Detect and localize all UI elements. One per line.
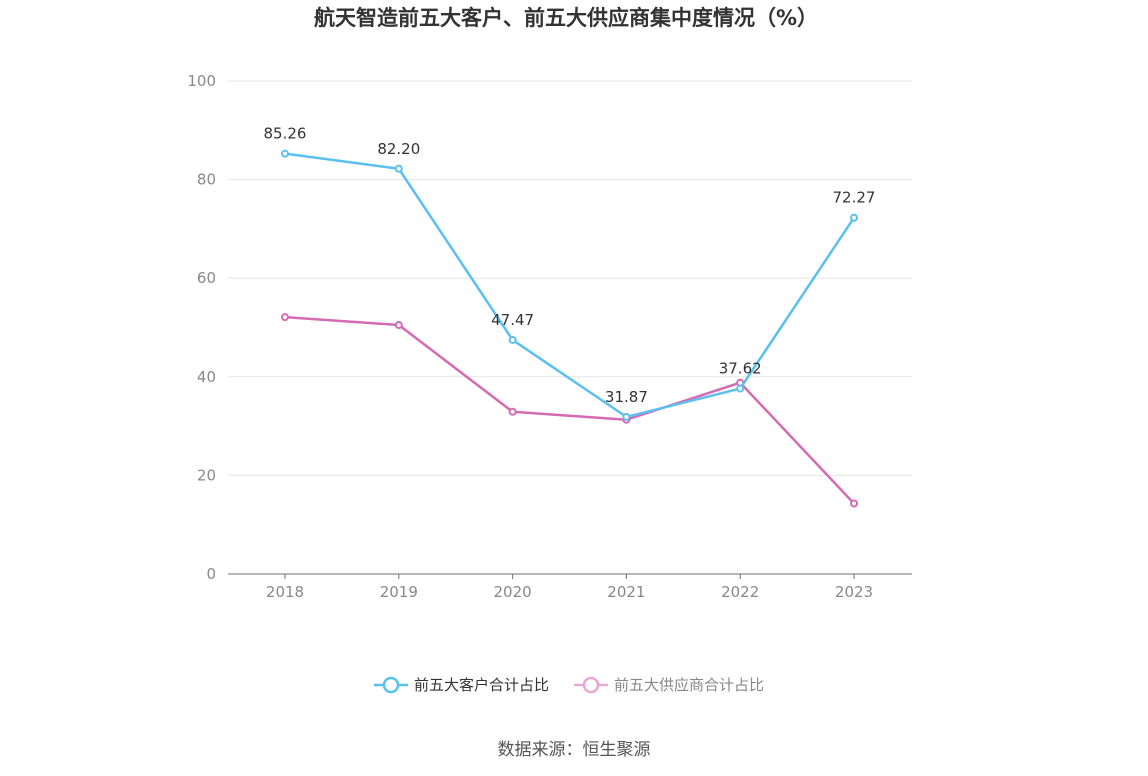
data-point xyxy=(850,213,858,222)
x-tick-label: 2023 xyxy=(835,583,873,601)
chart-title: 航天智造前五大客户、前五大供应商集中度情况（%） xyxy=(314,6,818,30)
data-point xyxy=(850,499,858,508)
data-label: 37.62 xyxy=(719,360,762,378)
y-tick-label: 100 xyxy=(187,72,216,90)
data-labels: 85.26 82.20 47.47 31.87 37.62 72.27 xyxy=(264,125,876,406)
data-point xyxy=(508,407,517,416)
data-point xyxy=(622,412,631,421)
y-tick-label: 0 xyxy=(206,565,216,583)
data-point xyxy=(394,164,403,173)
x-tick-label: 2022 xyxy=(721,583,759,601)
x-tick-label: 2019 xyxy=(380,583,418,601)
y-tick-label: 80 xyxy=(197,171,216,189)
y-tick-label: 40 xyxy=(197,368,216,386)
data-label: 47.47 xyxy=(491,311,534,329)
legend-item-supplier[interactable]: 前五大供应商合计占比 xyxy=(574,676,764,694)
x-tick-label: 2018 xyxy=(266,583,304,601)
legend[interactable]: 前五大客户合计占比 前五大供应商合计占比 xyxy=(374,676,764,694)
x-axis-ticks: 2018 2019 2020 2021 2022 2023 xyxy=(266,574,873,601)
data-label: 31.87 xyxy=(605,388,648,406)
data-point xyxy=(394,321,403,330)
legend-marker-icon xyxy=(382,676,400,694)
data-point xyxy=(508,335,517,344)
x-tick-label: 2021 xyxy=(607,583,645,601)
series-customer xyxy=(281,149,858,421)
data-point xyxy=(281,149,289,158)
data-label: 85.26 xyxy=(264,125,307,143)
series-line xyxy=(284,152,856,419)
y-tick-label: 20 xyxy=(197,466,216,484)
legend-label: 前五大供应商合计占比 xyxy=(614,676,764,694)
data-point xyxy=(281,313,289,322)
y-axis-ticks: 0 20 40 60 80 100 xyxy=(187,72,216,583)
data-label: 82.20 xyxy=(377,140,420,158)
y-tick-label: 60 xyxy=(197,269,216,287)
grid-lines xyxy=(228,80,912,476)
data-label: 72.27 xyxy=(833,189,876,207)
legend-label: 前五大客户合计占比 xyxy=(414,676,549,694)
data-point xyxy=(736,384,745,393)
legend-marker-icon xyxy=(582,676,600,694)
x-tick-label: 2020 xyxy=(494,583,532,601)
series-line xyxy=(284,315,855,505)
legend-item-customer[interactable]: 前五大客户合计占比 xyxy=(374,676,549,694)
source-note: 数据来源：恒生聚源 xyxy=(498,740,651,760)
series-lines xyxy=(281,149,858,508)
